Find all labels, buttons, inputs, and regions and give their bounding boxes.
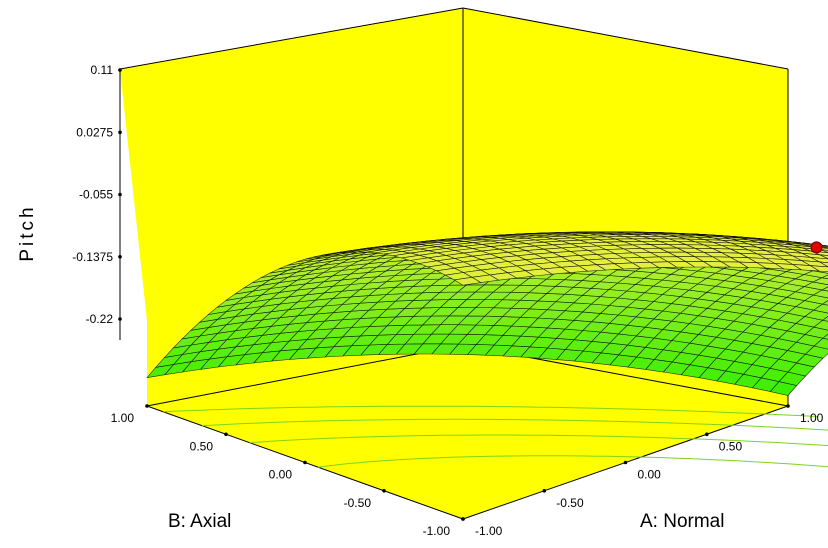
b-tick bbox=[382, 489, 386, 493]
a-tick-label: 0.50 bbox=[719, 439, 743, 453]
surface-patch bbox=[453, 276, 482, 286]
wall-edge bbox=[119, 7, 464, 70]
b-tick bbox=[224, 432, 228, 437]
z-tick-label: 0.11 bbox=[91, 63, 114, 77]
z-tick-label: -0.055 bbox=[79, 188, 113, 202]
z-axis-label: Pitch bbox=[17, 204, 38, 261]
contour-line bbox=[163, 405, 818, 417]
a-tick-label: -0.50 bbox=[556, 496, 584, 510]
b-tick bbox=[303, 460, 307, 465]
z-tick-label: -0.22 bbox=[86, 312, 114, 326]
b-tick-label: 0.00 bbox=[269, 468, 293, 482]
response-surface bbox=[146, 231, 828, 396]
design-point-marker bbox=[810, 241, 823, 254]
contour-line bbox=[201, 418, 828, 431]
contour-line bbox=[318, 455, 828, 468]
a-tick bbox=[623, 460, 628, 465]
z-tick-label: 0.0275 bbox=[76, 125, 113, 139]
floor bbox=[147, 345, 788, 519]
a-tick-label: 1.00 bbox=[800, 411, 824, 425]
z-tick bbox=[118, 68, 122, 72]
b-tick-label: 0.50 bbox=[190, 439, 214, 453]
z-tick bbox=[118, 254, 122, 259]
b-tick bbox=[145, 404, 149, 408]
b-tick bbox=[461, 517, 465, 521]
z-tick bbox=[118, 192, 122, 197]
z-tick bbox=[118, 130, 122, 135]
b-tick-label: 1.00 bbox=[111, 411, 135, 425]
design-point bbox=[810, 241, 823, 254]
a-tick-label: 0.00 bbox=[638, 468, 662, 482]
contour-line bbox=[249, 434, 828, 447]
z-tick bbox=[118, 317, 122, 321]
floor-contours bbox=[163, 405, 828, 468]
a-tick-label: -1.00 bbox=[475, 524, 503, 538]
z-tick-label: -0.1375 bbox=[72, 250, 113, 264]
wall-edge bbox=[462, 7, 789, 70]
b-tick-label: -0.50 bbox=[344, 496, 372, 510]
a-tick bbox=[786, 404, 790, 408]
x-axis-label: A: Normal bbox=[640, 511, 724, 532]
a-tick bbox=[542, 489, 547, 493]
a-tick bbox=[705, 432, 709, 437]
y-axis-label: B: Axial bbox=[168, 511, 231, 532]
chart-axes: 0.11 0.0275 -0.055 -0.1375 -0.22 -1.00 -0.50 0.… bbox=[72, 63, 823, 538]
wall-edge bbox=[146, 344, 464, 407]
b-tick-label: -1.00 bbox=[423, 524, 451, 538]
